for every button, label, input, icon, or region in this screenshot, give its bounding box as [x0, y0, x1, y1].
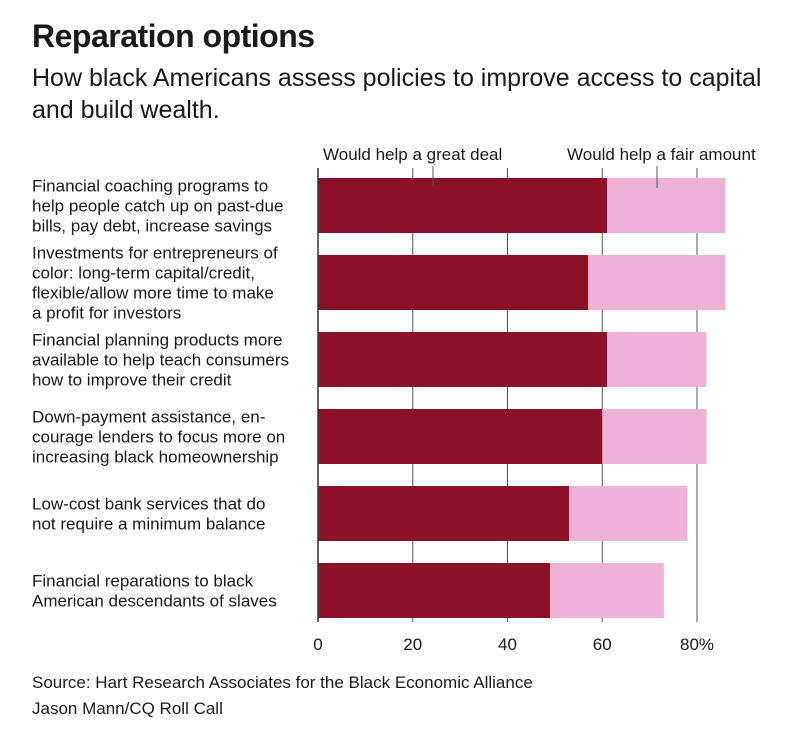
category-label-5: Low-cost bank services that do not requir…	[32, 495, 265, 534]
category-label-6: Financial reparations to black American d…	[32, 572, 277, 611]
x-tick-label-60: 60	[593, 635, 612, 654]
legend-label-great-deal: Would help a great deal	[323, 145, 502, 164]
bar-great-deal-6	[318, 563, 551, 618]
bar-great-deal-5	[318, 486, 570, 541]
credit-line: Jason Mann/CQ Roll Call	[32, 699, 223, 718]
bar-great-deal-3	[318, 332, 607, 387]
category-label-4: Down-payment assistance, en-courage lend…	[32, 408, 285, 467]
stacked-bar-chart: Financial coaching programs to help peopl…	[32, 145, 756, 654]
x-tick-label-0: 0	[313, 635, 322, 654]
bar-fair-amount-4	[602, 409, 707, 464]
chart-subtitle: How black Americans assess policies to i…	[32, 64, 762, 124]
category-label-1: Financial coaching programs to help peopl…	[32, 177, 283, 236]
bar-fair-amount-1	[606, 178, 726, 233]
legend-label-fair-amount: Would help a fair amount	[567, 145, 756, 164]
x-tick-label-40: 40	[498, 635, 517, 654]
bar-fair-amount-2	[588, 255, 726, 310]
bar-great-deal-2	[318, 255, 589, 310]
category-label-2: Investments for entrepreneurs of color: l…	[32, 244, 278, 323]
footer: Source: Hart Research Associates for the…	[32, 670, 533, 722]
category-label-3: Financial planning products more availabl…	[32, 331, 289, 390]
bar-fair-amount-6	[550, 563, 664, 618]
chart-title: Reparation options	[32, 18, 315, 54]
bar-fair-amount-3	[606, 332, 707, 387]
bar-fair-amount-5	[569, 486, 688, 541]
source-note: Source: Hart Research Associates for the…	[32, 673, 533, 692]
x-tick-label-20: 20	[403, 635, 422, 654]
bar-great-deal-1	[318, 178, 607, 233]
x-tick-label-80: 80%	[680, 635, 714, 654]
bar-great-deal-4	[318, 409, 603, 464]
